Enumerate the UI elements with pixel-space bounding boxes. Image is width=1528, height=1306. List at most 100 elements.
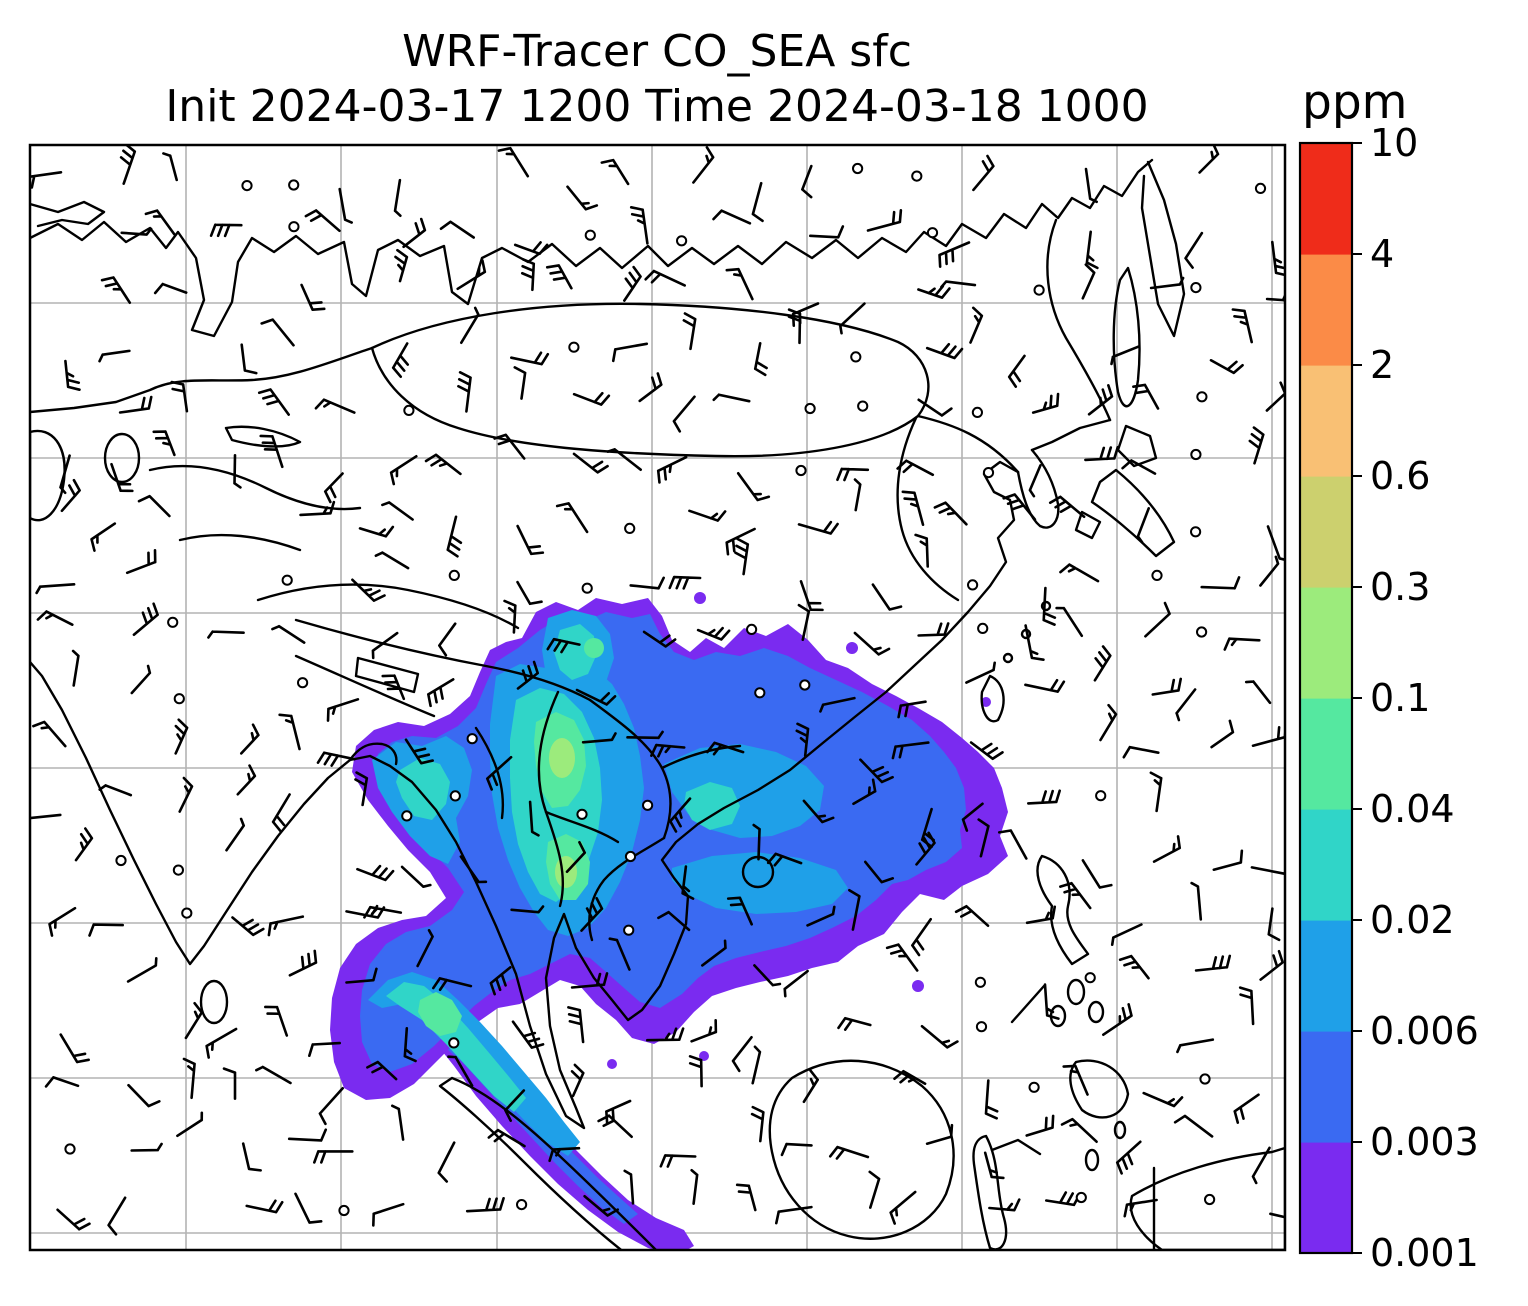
wind-barb <box>940 280 977 289</box>
wind-barb <box>1123 1198 1158 1218</box>
calm-wind-circle <box>1033 284 1045 296</box>
wind-barb <box>1200 576 1241 590</box>
wind-barb <box>257 388 291 416</box>
wind-barb <box>837 1016 872 1031</box>
wind-barb <box>581 732 617 744</box>
wind-barb <box>153 282 188 295</box>
wind-barb <box>997 829 1028 860</box>
wind-barb <box>345 967 378 984</box>
wind-barb <box>1110 345 1141 366</box>
wind-barb <box>424 453 462 476</box>
contour-region-002-west <box>396 758 450 820</box>
wind-barb <box>516 524 545 556</box>
wind-barb <box>374 551 410 570</box>
wind-barb <box>240 723 260 755</box>
wind-barb <box>548 1146 581 1163</box>
map-plot <box>28 143 1287 1252</box>
wind-barb <box>316 751 356 767</box>
wind-barb <box>797 603 811 642</box>
plot-subtitle: Init 2024-03-17 1200 Time 2024-03-18 100… <box>165 81 1148 132</box>
wind-barb <box>1110 923 1143 947</box>
wind-barb <box>513 366 527 400</box>
border-himalaya-2 <box>294 654 436 718</box>
wind-barb <box>30 171 63 190</box>
wind-barb <box>1265 288 1285 303</box>
wind-barb <box>509 351 550 366</box>
wind-barb <box>597 1114 634 1139</box>
wind-barb <box>1084 445 1120 462</box>
wind-barb <box>74 827 94 862</box>
wind-barb <box>700 939 727 967</box>
wind-barb <box>1002 493 1037 521</box>
wind-barb <box>1269 1210 1285 1223</box>
wind-barb <box>606 448 643 472</box>
calm-wind-circle <box>64 1143 76 1155</box>
coastline-sulawesi-arm <box>990 1138 1042 1156</box>
wind-barb <box>459 306 480 345</box>
wind-barb <box>308 1041 342 1058</box>
border-centralasia-2 <box>178 533 302 552</box>
wind-barb <box>735 1183 757 1212</box>
wind-barb <box>35 582 76 595</box>
wind-barb <box>1007 354 1026 388</box>
wind-barb <box>863 860 895 884</box>
colorbar-body: 0.001 0.003 0.006 0.02 0.04 0.1 0.3 0.6 2 4 10 <box>1298 121 1479 1275</box>
wind-barb <box>897 700 927 719</box>
contour-speck <box>694 592 706 604</box>
wind-barb <box>487 1128 526 1148</box>
calm-wind-circle <box>401 810 413 822</box>
plot-title: WRF-Tracer CO_SEA sfc <box>402 26 912 77</box>
wind-barb <box>98 784 133 797</box>
colorbar-tick-label: 0.001 <box>1370 1231 1479 1275</box>
border-china-vietnam <box>660 744 742 770</box>
calm-wind-circle <box>1196 391 1208 403</box>
wind-barb <box>381 501 414 521</box>
wind-barb <box>1231 308 1253 344</box>
tracer-contours <box>330 592 1008 1250</box>
wind-barb <box>182 1057 196 1100</box>
wind-barb <box>1102 1003 1133 1036</box>
wind-barb <box>885 943 919 972</box>
wind-barb <box>859 758 894 784</box>
wind-barb <box>668 575 702 590</box>
wind-barb <box>1271 240 1285 277</box>
calm-wind-circle <box>288 179 300 191</box>
wind-barb <box>629 576 665 590</box>
wind-barb <box>389 454 418 486</box>
wind-barb <box>130 1142 163 1152</box>
wind-barb <box>868 1170 881 1209</box>
wind-barb <box>1251 1146 1271 1185</box>
wind-barb <box>925 342 964 360</box>
wind-barb <box>774 1205 813 1225</box>
colorbar-tick-label: 0.6 <box>1370 454 1430 498</box>
wind-barb <box>726 896 754 926</box>
wind-barb <box>1259 949 1284 981</box>
calm-wind-circle <box>804 402 816 415</box>
calm-wind-circle <box>982 467 995 479</box>
wind-barb <box>271 793 291 833</box>
wind-barb <box>174 718 189 755</box>
calm-wind-circle <box>974 976 987 988</box>
wind-barb <box>447 1055 474 1087</box>
wind-barb <box>808 225 845 239</box>
wind-barb <box>570 1063 585 1098</box>
wind-barb <box>371 631 399 660</box>
wind-barb <box>566 185 599 211</box>
wind-barb <box>871 583 903 611</box>
coastline-sulawesi <box>972 1134 1008 1250</box>
wind-barb <box>915 831 936 866</box>
wind-barb <box>917 622 950 637</box>
wind-barb <box>797 520 839 535</box>
border-nepal <box>354 656 420 694</box>
coastline-java <box>843 1249 848 1250</box>
wind-barb <box>98 349 131 363</box>
calm-wind-circle <box>1190 282 1202 294</box>
wind-barb <box>60 478 81 513</box>
calm-wind-circle <box>1254 182 1267 194</box>
wind-barb <box>969 741 1004 761</box>
wind-barb <box>1233 1093 1260 1124</box>
wind-barb <box>510 905 545 914</box>
calm-wind-circle <box>448 569 460 582</box>
coastline-ryukyu-1 <box>1040 600 1052 612</box>
wind-barb <box>706 741 745 756</box>
